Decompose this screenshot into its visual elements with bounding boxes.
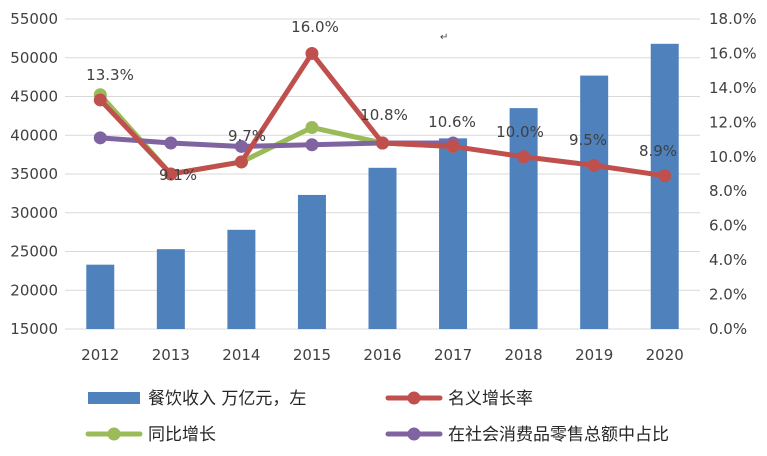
bar-series xyxy=(86,43,679,330)
data-label: 9.5% xyxy=(569,131,607,149)
series-point xyxy=(164,167,178,181)
right-tick-label: 4.0% xyxy=(709,251,747,269)
bar xyxy=(297,194,326,329)
x-tick-label: 2013 xyxy=(152,346,190,364)
series-point xyxy=(305,121,319,134)
legend-label: 同比增长 xyxy=(148,425,216,445)
bar xyxy=(156,249,185,329)
data-label: 10.6% xyxy=(428,113,476,131)
left-tick-label: 50000 xyxy=(10,49,58,67)
data-label: 9.1% xyxy=(159,166,197,184)
x-axis-ticks: 2012 2013 2014 2015 2016 2017 2018 2019 2020 xyxy=(81,346,684,364)
series-point xyxy=(234,155,248,169)
series-point xyxy=(517,150,531,164)
data-label: 10.8% xyxy=(360,106,408,124)
x-tick-label: 2014 xyxy=(222,346,260,364)
left-axis-ticks: 15000 20000 25000 30000 35000 40000 45000 50000… xyxy=(10,10,58,338)
x-tick-label: 2015 xyxy=(293,346,331,364)
series-point xyxy=(93,93,107,107)
series-point xyxy=(658,169,672,183)
series-point xyxy=(446,139,460,153)
legend-label: 名义增长率 xyxy=(448,389,533,409)
right-tick-label: 6.0% xyxy=(709,217,747,235)
data-label: 8.9% xyxy=(639,142,677,160)
left-tick-label: 55000 xyxy=(10,10,58,28)
series-point xyxy=(234,139,248,153)
bar xyxy=(439,138,468,329)
bar xyxy=(509,108,538,329)
right-tick-label: 0.0% xyxy=(709,320,747,338)
bar xyxy=(368,167,397,329)
bar xyxy=(580,75,609,329)
right-tick-label: 10.0% xyxy=(709,148,757,166)
legend-swatch-point xyxy=(407,427,421,441)
legend-label: 在社会消费品零售总额中占比 xyxy=(448,425,669,445)
left-tick-label: 30000 xyxy=(10,204,58,222)
left-tick-label: 45000 xyxy=(10,88,58,106)
right-tick-label: 12.0% xyxy=(709,113,757,131)
bar xyxy=(227,229,256,329)
right-tick-label: 18.0% xyxy=(709,10,757,28)
x-tick-label: 2018 xyxy=(505,346,543,364)
series-point xyxy=(93,131,107,145)
left-tick-label: 25000 xyxy=(10,243,58,261)
legend-swatch xyxy=(88,392,140,404)
data-label: 10.0% xyxy=(496,123,544,141)
left-tick-label: 40000 xyxy=(10,126,58,144)
right-tick-label: 8.0% xyxy=(709,182,747,200)
x-tick-label: 2017 xyxy=(434,346,472,364)
right-tick-label: 16.0% xyxy=(709,44,757,62)
data-label: 9.7% xyxy=(228,127,266,145)
bar xyxy=(86,264,115,329)
line-series xyxy=(93,46,672,183)
x-tick-label: 2012 xyxy=(81,346,119,364)
data-labels: 13.3% 9.1% 9.7% 16.0% 10.8% 10.6% 10.0% 9.5% 8.9… xyxy=(86,18,677,184)
left-tick-label: 35000 xyxy=(10,165,58,183)
x-tick-label: 2020 xyxy=(646,346,684,364)
data-label: 13.3% xyxy=(86,66,134,84)
series-point xyxy=(164,136,178,150)
x-tick-label: 2019 xyxy=(575,346,613,364)
left-tick-label: 15000 xyxy=(10,320,58,338)
legend-swatch-point xyxy=(407,391,421,405)
left-tick-label: 20000 xyxy=(10,281,58,299)
x-tick-label: 2016 xyxy=(363,346,401,364)
right-tick-label: 14.0% xyxy=(709,79,757,97)
series-point xyxy=(305,46,319,60)
series-point xyxy=(305,138,319,152)
right-tick-label: 2.0% xyxy=(709,286,747,304)
data-label: 16.0% xyxy=(291,18,339,36)
stray-mark: ↵ xyxy=(440,32,448,43)
legend-label: 餐饮收入 万亿元，左 xyxy=(148,389,306,409)
series-point xyxy=(376,136,389,150)
right-axis-ticks: 0.0% 2.0% 4.0% 6.0% 8.0% 10.0% 12.0% 14.0% 16.0%… xyxy=(709,10,757,338)
legend-swatch-point xyxy=(107,427,121,441)
series-point xyxy=(587,158,601,172)
bar xyxy=(650,43,679,330)
